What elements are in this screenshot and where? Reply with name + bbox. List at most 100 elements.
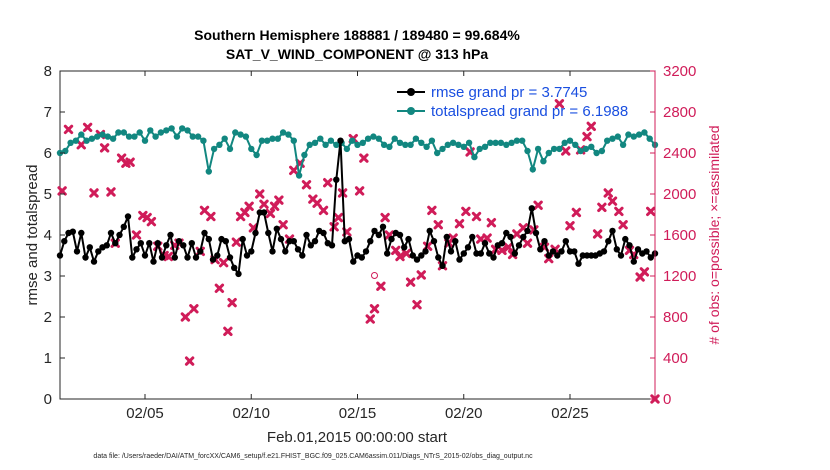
rmse-point <box>562 238 569 245</box>
obs-assimilated-marker <box>497 245 507 256</box>
totalspread-point <box>306 141 313 148</box>
rmse-point <box>426 227 433 235</box>
rmse-point <box>124 213 132 220</box>
rmse-point <box>158 254 166 261</box>
rmse-point <box>418 252 425 259</box>
rmse-point <box>141 252 149 259</box>
obs-assimilated-marker <box>461 206 471 217</box>
obs-assimilated-marker <box>206 211 216 222</box>
rmse-point <box>299 252 306 259</box>
totalspread-point <box>131 133 138 140</box>
rmse-point <box>129 254 136 261</box>
obs-assimilated-marker <box>199 205 210 216</box>
totalspread-point <box>630 133 637 140</box>
totalspread-point <box>577 147 584 155</box>
rmse-point <box>209 256 217 263</box>
obs-assimilated-marker <box>333 212 344 223</box>
totalspread-point <box>513 137 521 144</box>
rmse-point <box>137 240 144 247</box>
totalspread-point <box>465 139 473 146</box>
totalspread-point <box>423 143 430 150</box>
obs-assimilated-marker <box>231 237 242 247</box>
totalspread-point <box>428 137 436 144</box>
totalspread-point <box>226 145 234 153</box>
rmse-point <box>180 242 187 249</box>
y-left-tick-label: 8 <box>44 63 52 80</box>
rmse-point <box>464 244 472 251</box>
totalspread-point <box>136 129 143 136</box>
rmse-point <box>477 250 484 257</box>
obs-assimilated-marker <box>223 326 233 337</box>
rmse-point <box>367 238 374 245</box>
totalspread-point <box>295 172 303 179</box>
obs-assimilated-marker <box>582 131 592 142</box>
legend-rmse-label: rmse grand pr = 3.7745 <box>431 84 587 101</box>
totalspread-point <box>237 131 244 138</box>
totalspread-point <box>141 137 149 144</box>
obs-assimilated-marker <box>63 124 74 135</box>
rmse-point <box>69 228 77 235</box>
obs-assimilated-marker <box>82 122 93 133</box>
plot-frame <box>59 70 656 400</box>
obs-assimilated-marker <box>597 202 607 213</box>
totalspread-point <box>635 131 643 138</box>
rmse-point <box>626 242 633 249</box>
rmse-point <box>154 240 161 247</box>
obs-assimilated-marker <box>380 212 390 223</box>
y-right-tick-label: 800 <box>663 309 688 326</box>
rmse-point <box>188 240 195 247</box>
obs-assimilated-marker <box>354 186 365 196</box>
rmse-point <box>239 235 246 243</box>
rmse-point <box>634 246 642 253</box>
totalspread-point <box>471 153 478 161</box>
rmse-point <box>528 205 535 212</box>
totalspread-point <box>370 133 377 140</box>
rmse-point <box>78 229 85 237</box>
rmse-point <box>192 254 200 261</box>
y-right-tick-label: 2800 <box>663 104 696 121</box>
y-right-tick-label: 2000 <box>663 186 696 203</box>
y-axis-right: 0 400 800 1200 1600 2000 2400 2800 3200 <box>650 63 696 408</box>
totalspread-point <box>354 141 361 148</box>
obs-assimilated-marker <box>571 207 582 218</box>
y-left-tick-label: 3 <box>44 268 52 285</box>
rmse-point <box>524 227 531 235</box>
rmse-point <box>205 235 212 243</box>
rmse-point <box>456 256 463 263</box>
totalspread-point <box>598 147 606 155</box>
rmse-point <box>150 258 157 265</box>
totalspread-point <box>439 145 446 153</box>
rmse-point <box>273 225 280 232</box>
rmse-point <box>532 229 540 237</box>
legend-spread-label: totalspread grand pr = 6.1988 <box>431 103 628 120</box>
rmse-point <box>481 240 489 247</box>
totalspread-point <box>646 135 653 142</box>
y-right-tick-label: 1200 <box>663 268 696 285</box>
x-tick-label: 02/05 <box>126 405 164 422</box>
totalspread-point <box>396 139 404 146</box>
obs-assimilated-marker <box>214 283 225 293</box>
obs-marker-layer <box>57 99 660 404</box>
y-axis-right-label: # of obs: o=possible; ×=assimilated <box>706 125 722 344</box>
obs-assimilated-marker <box>405 277 416 287</box>
totalspread-point <box>173 133 181 140</box>
totalspread-point <box>561 139 568 146</box>
y-left-tick-label: 5 <box>44 186 52 203</box>
totalspread-point <box>279 129 287 136</box>
legend-spread-marker <box>407 107 415 115</box>
y-right-tick-label: 1600 <box>663 227 696 244</box>
rmse-point <box>163 242 170 249</box>
obs-assimilated-marker <box>586 121 596 132</box>
obs-assimilated-marker <box>89 188 99 198</box>
totalspread-point <box>253 151 260 159</box>
totalspread-point <box>258 137 266 144</box>
totalspread-point <box>359 139 366 146</box>
rmse-point <box>630 258 637 265</box>
obs-assimilated-marker <box>395 251 405 262</box>
rmse-point <box>511 250 518 257</box>
rmse-point <box>498 240 506 247</box>
totalspread-point <box>434 149 441 157</box>
totalspread-point <box>407 141 414 148</box>
rmse-point <box>184 254 191 261</box>
